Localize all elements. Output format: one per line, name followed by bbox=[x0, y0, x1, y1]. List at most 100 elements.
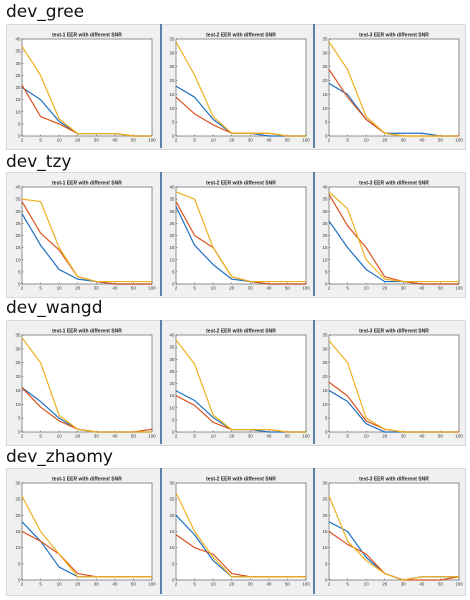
x-tick-label: 30 bbox=[248, 582, 254, 587]
chart-title: test-3 EER with different SNR bbox=[359, 329, 429, 335]
y-tick-label: 30 bbox=[15, 209, 21, 214]
y-tick-label: 30 bbox=[322, 346, 328, 351]
x-tick-label: 20 bbox=[229, 286, 235, 291]
x-tick-label: 10 bbox=[364, 582, 370, 587]
section-title-dev-zhaomy: dev_zhaomy bbox=[6, 447, 113, 467]
x-tick-label: 5 bbox=[346, 582, 349, 587]
plot-area bbox=[175, 334, 307, 433]
x-tick-label: 5 bbox=[39, 138, 42, 143]
figure-divider bbox=[313, 320, 315, 444]
x-tick-label: 50 bbox=[285, 582, 291, 587]
y-tick-label: 5 bbox=[18, 416, 21, 421]
x-tick-label: 2 bbox=[175, 582, 178, 587]
y-tick-label: 15 bbox=[15, 245, 21, 250]
x-tick-label: 100 bbox=[302, 582, 310, 587]
x-tick-label: 30 bbox=[401, 434, 407, 439]
x-tick-label: 2 bbox=[21, 434, 24, 439]
line-chart: test-2 EER with different SNR05101520253… bbox=[169, 181, 310, 291]
series-line-yellow bbox=[328, 191, 459, 283]
y-tick-label: 20 bbox=[322, 78, 328, 83]
y-tick-label: 0 bbox=[172, 134, 175, 139]
series-line-yellow bbox=[175, 339, 306, 433]
y-tick-label: 0 bbox=[18, 578, 21, 583]
x-tick-label: 2 bbox=[21, 582, 24, 587]
y-tick-label: 25 bbox=[15, 221, 21, 226]
y-tick-label: 10 bbox=[15, 109, 21, 114]
x-tick-label: 40 bbox=[266, 434, 272, 439]
y-tick-label: 15 bbox=[169, 393, 175, 398]
y-tick-label: 10 bbox=[169, 106, 175, 111]
y-tick-label: 10 bbox=[322, 106, 328, 111]
x-tick-label: 2 bbox=[328, 286, 331, 291]
line-chart: test-2 EER with different SNR05101520253… bbox=[169, 33, 310, 143]
y-tick-label: 10 bbox=[15, 257, 21, 262]
line-chart: test-3 EER with different SNR05101520253… bbox=[322, 33, 463, 143]
x-tick-label: 40 bbox=[419, 434, 425, 439]
y-tick-label: 5 bbox=[18, 269, 21, 274]
figure-divider bbox=[313, 468, 315, 594]
x-tick-label: 100 bbox=[302, 138, 310, 143]
x-tick-label: 10 bbox=[211, 138, 217, 143]
y-tick-label: 30 bbox=[15, 481, 21, 486]
x-tick-label: 50 bbox=[131, 138, 137, 143]
y-tick-label: 0 bbox=[172, 578, 175, 583]
x-tick-label: 30 bbox=[248, 434, 254, 439]
y-tick-label: 5 bbox=[325, 416, 328, 421]
y-tick-label: 40 bbox=[169, 333, 175, 338]
x-tick-label: 100 bbox=[148, 434, 156, 439]
chart-title: test-1 EER with different SNR bbox=[52, 477, 122, 483]
chart-title: test-2 EER with different SNR bbox=[206, 181, 276, 187]
y-tick-label: 25 bbox=[322, 221, 328, 226]
y-tick-label: 35 bbox=[322, 37, 328, 42]
y-tick-label: 15 bbox=[15, 529, 21, 534]
series-line-yellow bbox=[175, 41, 306, 137]
y-tick-label: 30 bbox=[15, 346, 21, 351]
chart-title: test-3 EER with different SNR bbox=[359, 477, 429, 483]
figure-divider bbox=[160, 24, 162, 148]
x-tick-label: 20 bbox=[229, 434, 235, 439]
y-tick-label: 20 bbox=[169, 381, 175, 386]
x-tick-label: 40 bbox=[112, 138, 118, 143]
series-line-yellow bbox=[328, 495, 459, 581]
line-chart: test-1 EER with different SNR05101520253… bbox=[15, 477, 156, 587]
x-tick-label: 2 bbox=[328, 434, 331, 439]
chart-title: test-2 EER with different SNR bbox=[206, 33, 276, 39]
x-tick-label: 100 bbox=[148, 138, 156, 143]
chart-title: test-1 EER with different SNR bbox=[52, 329, 122, 335]
y-tick-label: 20 bbox=[15, 513, 21, 518]
x-tick-label: 5 bbox=[346, 434, 349, 439]
x-tick-label: 10 bbox=[211, 582, 217, 587]
x-tick-label: 5 bbox=[193, 138, 196, 143]
x-tick-label: 30 bbox=[94, 582, 100, 587]
figure-divider bbox=[160, 172, 162, 296]
series-line-yellow bbox=[328, 41, 459, 137]
y-tick-label: 10 bbox=[169, 405, 175, 410]
line-chart: test-3 EER with different SNR05101520253… bbox=[322, 329, 463, 439]
x-tick-label: 40 bbox=[112, 434, 118, 439]
y-tick-label: 30 bbox=[322, 209, 328, 214]
y-tick-label: 5 bbox=[172, 417, 175, 422]
x-tick-label: 10 bbox=[57, 138, 63, 143]
x-tick-label: 50 bbox=[438, 286, 444, 291]
y-tick-label: 25 bbox=[169, 497, 175, 502]
y-tick-label: 25 bbox=[169, 221, 175, 226]
x-tick-label: 30 bbox=[401, 286, 407, 291]
plot-area bbox=[21, 186, 153, 285]
series-line-yellow bbox=[21, 198, 152, 283]
x-tick-label: 2 bbox=[175, 434, 178, 439]
y-tick-label: 5 bbox=[18, 121, 21, 126]
y-tick-label: 15 bbox=[322, 245, 328, 250]
x-tick-label: 5 bbox=[193, 434, 196, 439]
x-tick-label: 20 bbox=[75, 582, 81, 587]
y-tick-label: 30 bbox=[169, 357, 175, 362]
y-tick-label: 0 bbox=[172, 282, 175, 287]
y-tick-label: 35 bbox=[322, 333, 328, 338]
y-tick-label: 0 bbox=[325, 282, 328, 287]
line-chart: test-3 EER with different SNR05101520253… bbox=[322, 477, 463, 587]
plot-area bbox=[175, 186, 307, 285]
y-tick-label: 40 bbox=[15, 37, 21, 42]
plot-area bbox=[175, 482, 307, 581]
y-tick-label: 10 bbox=[322, 545, 328, 550]
x-tick-label: 100 bbox=[148, 286, 156, 291]
y-tick-label: 35 bbox=[322, 197, 328, 202]
